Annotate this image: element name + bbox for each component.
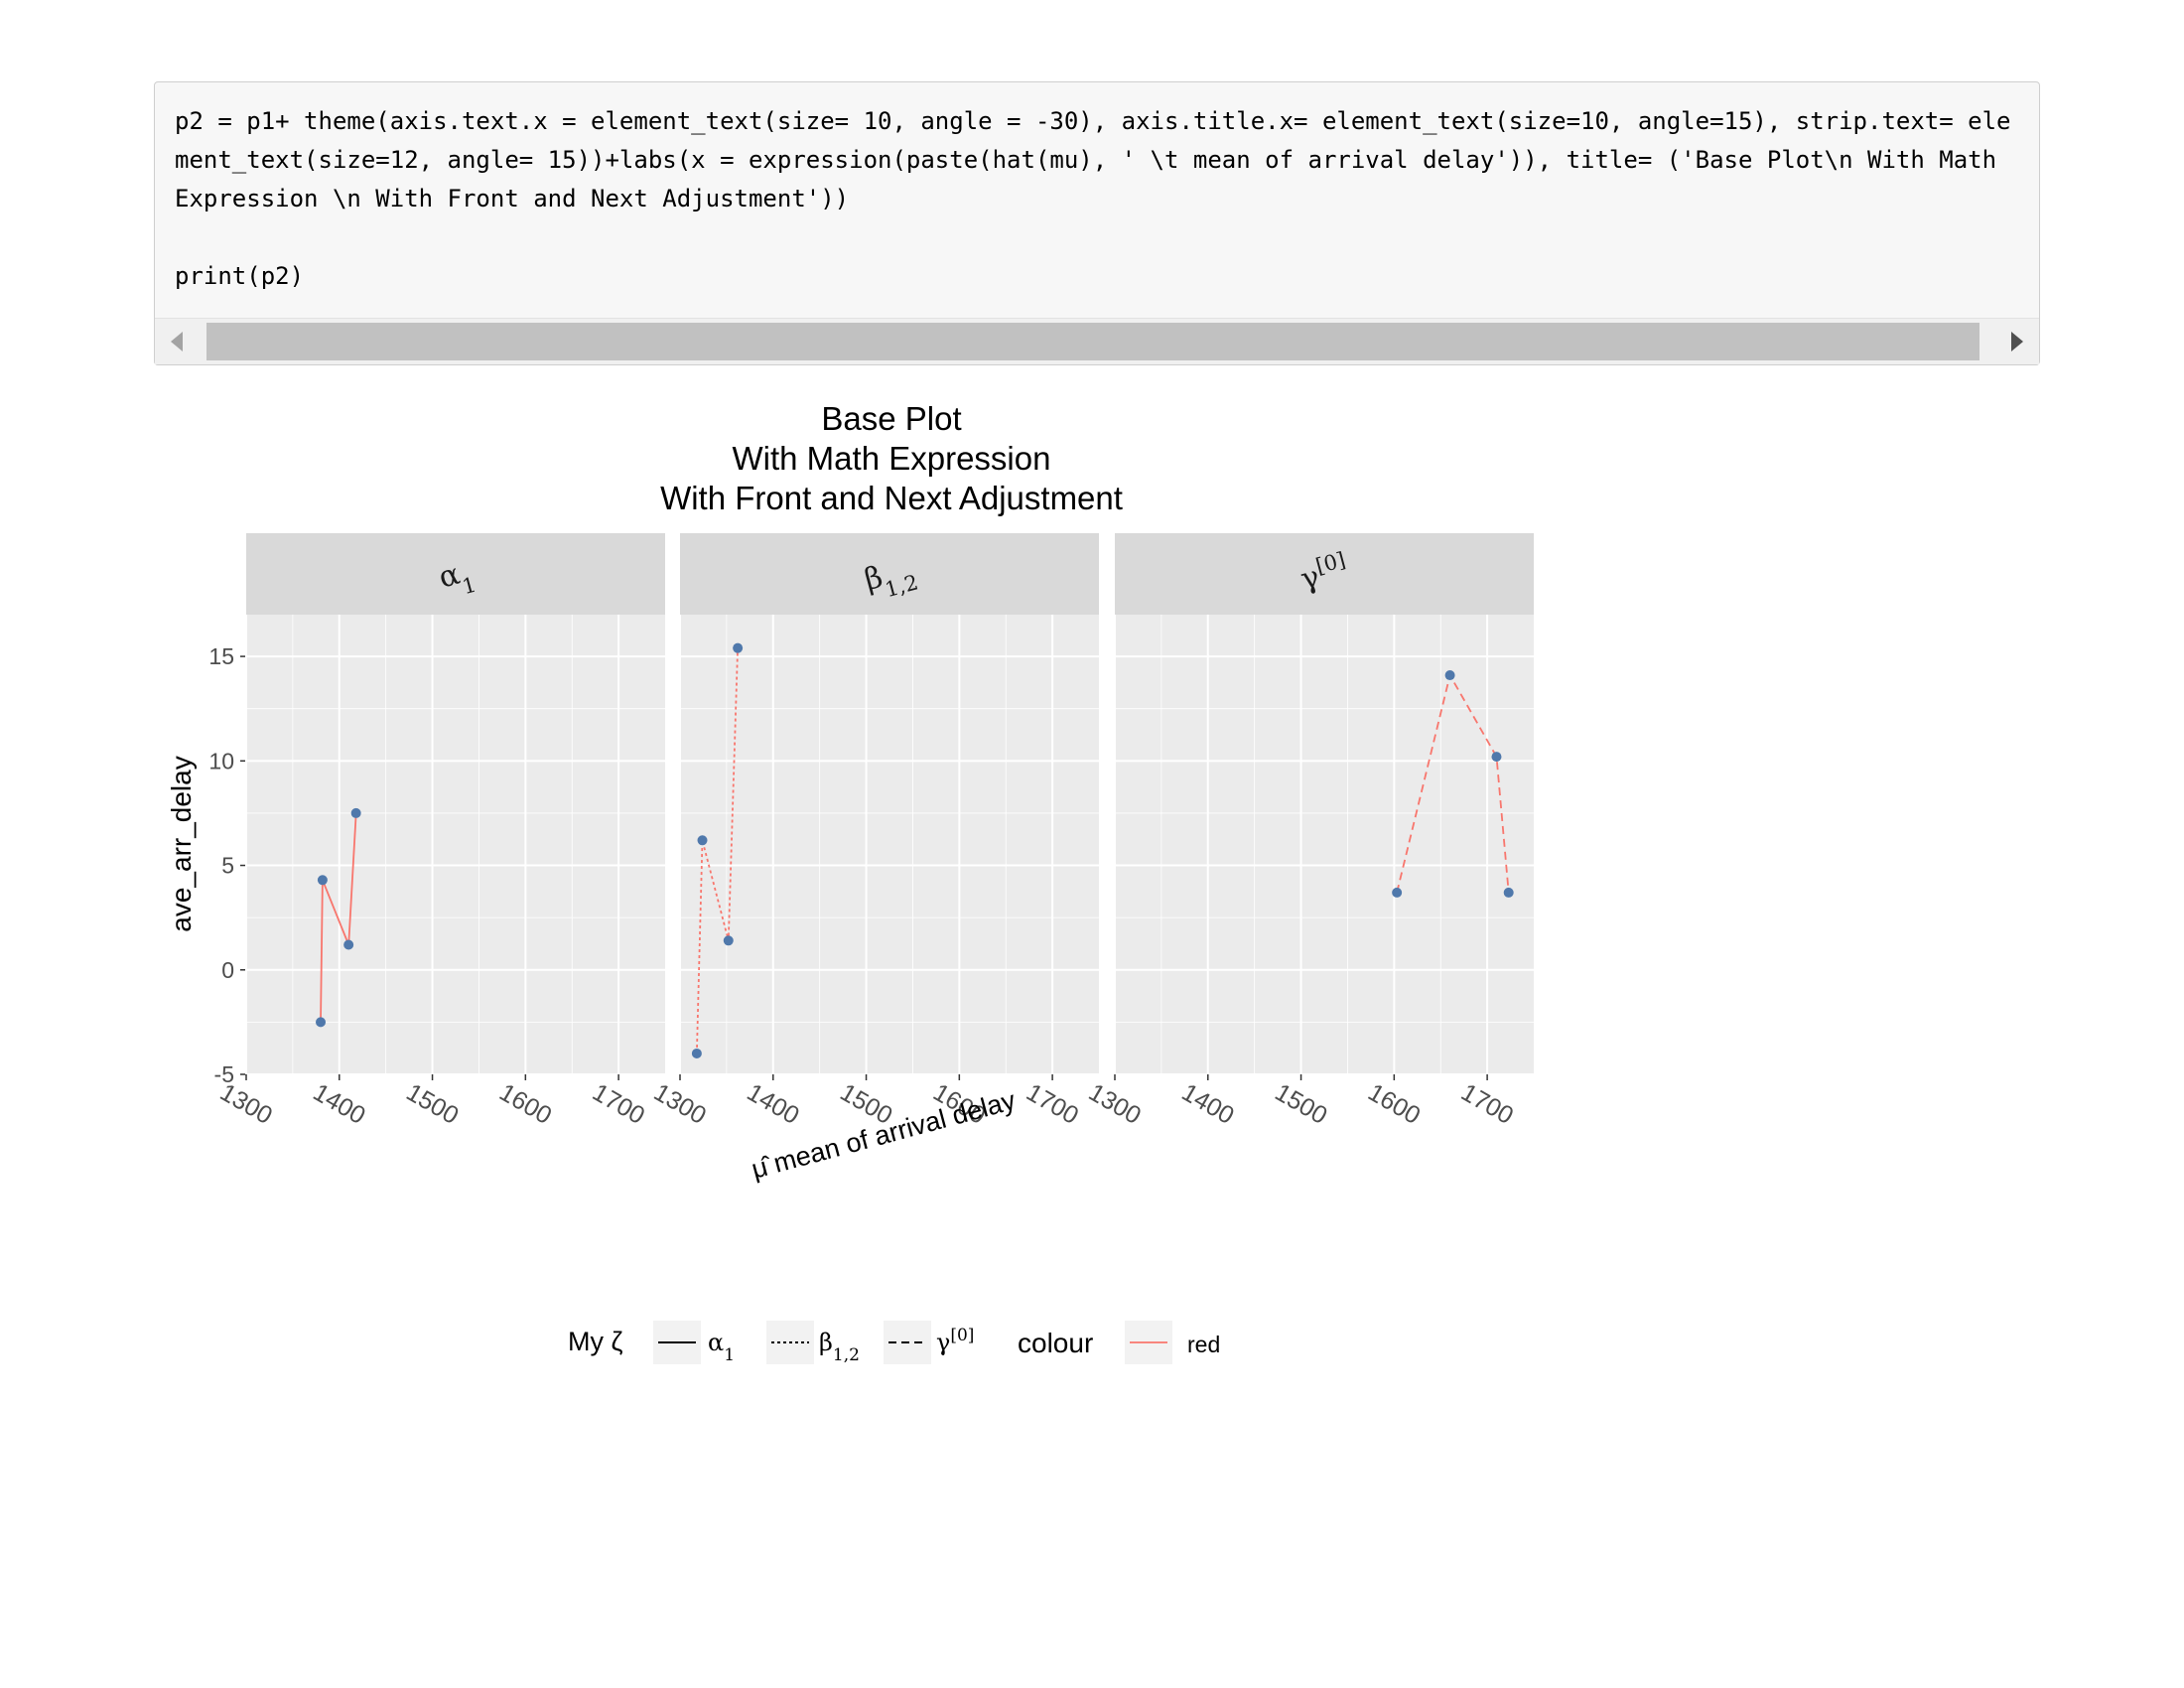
x-tick-label: 1700 — [588, 1078, 649, 1130]
x-tick-label: 1600 — [494, 1078, 556, 1130]
legend-key — [653, 1321, 701, 1364]
x-tick-label: 1400 — [743, 1078, 804, 1130]
data-point — [733, 642, 744, 653]
x-tick-label: 1400 — [1177, 1078, 1239, 1130]
series-line — [320, 812, 357, 1023]
legend-title: My ζ — [568, 1327, 622, 1356]
y-tick-label: 5 — [221, 853, 234, 879]
chart-title-line-3: With Front and Next Adjustment — [660, 480, 1123, 516]
y-tick-label: 10 — [208, 748, 234, 774]
facet-strip — [680, 533, 1099, 615]
x-tick-label: 1500 — [1270, 1078, 1331, 1130]
x-tick-label: 1300 — [215, 1078, 277, 1130]
facet-panel-3: γ[0]1300 1400 1500 1600 1700 — [1084, 533, 1534, 1130]
data-point — [316, 1017, 327, 1028]
horizontal-scrollbar[interactable] — [155, 318, 2039, 364]
legend-item-label: α1 — [708, 1329, 735, 1365]
scrollbar-thumb[interactable] — [206, 323, 1979, 360]
data-point — [723, 935, 734, 946]
legend-item-label: γ[0] — [936, 1326, 974, 1356]
legend-item-label: β1,2 — [819, 1329, 860, 1365]
scroll-left-arrow-icon[interactable] — [171, 332, 183, 352]
legend-title: colour — [1018, 1328, 1093, 1358]
code-line-2 — [175, 218, 2019, 257]
y-tick-label: 0 — [221, 957, 234, 983]
data-point — [343, 939, 354, 950]
y-axis-title: ave_arr_delay — [166, 756, 197, 931]
y-tick-label: 15 — [208, 643, 234, 669]
scroll-right-arrow-icon[interactable] — [2011, 332, 2023, 352]
x-tick-label: 1500 — [401, 1078, 463, 1130]
series-line — [696, 647, 739, 1055]
data-point — [317, 875, 328, 886]
x-tick-label: 1400 — [309, 1078, 370, 1130]
x-tick-label: 1300 — [649, 1078, 711, 1130]
x-tick-label: 1700 — [1022, 1078, 1083, 1130]
legend-item-label: red — [1187, 1332, 1220, 1357]
x-tick-label: 1600 — [1363, 1078, 1425, 1130]
data-point — [1491, 752, 1502, 763]
data-point — [1392, 887, 1403, 898]
chart-title-line-2: With Math Expression — [733, 440, 1051, 477]
plot-output: Base Plot With Math Expression With Front … — [149, 392, 1539, 1385]
legend-key — [766, 1321, 814, 1364]
facet-strip — [1115, 533, 1534, 615]
panel-background — [680, 615, 1099, 1074]
y-tick-label: -5 — [214, 1061, 234, 1087]
panel-background — [246, 615, 665, 1074]
x-tick-label: 1300 — [1084, 1078, 1146, 1130]
code-cell[interactable]: p2 = p1+ theme(axis.text.x = element_tex… — [154, 81, 2040, 365]
x-tick-label: 1700 — [1456, 1078, 1518, 1130]
facet-strip — [246, 533, 665, 615]
data-point — [697, 835, 708, 846]
chart-title-line-1: Base Plot — [821, 400, 961, 437]
legend-key — [884, 1321, 931, 1364]
data-point — [350, 807, 361, 818]
code-line-3: print(p2) — [175, 262, 305, 290]
code-line-1: p2 = p1+ theme(axis.text.x = element_tex… — [175, 107, 2011, 212]
panel-background — [1115, 615, 1534, 1074]
data-point — [691, 1048, 702, 1058]
data-point — [1503, 887, 1514, 898]
data-point — [1444, 670, 1455, 681]
code-text[interactable]: p2 = p1+ theme(axis.text.x = element_tex… — [175, 102, 2019, 296]
